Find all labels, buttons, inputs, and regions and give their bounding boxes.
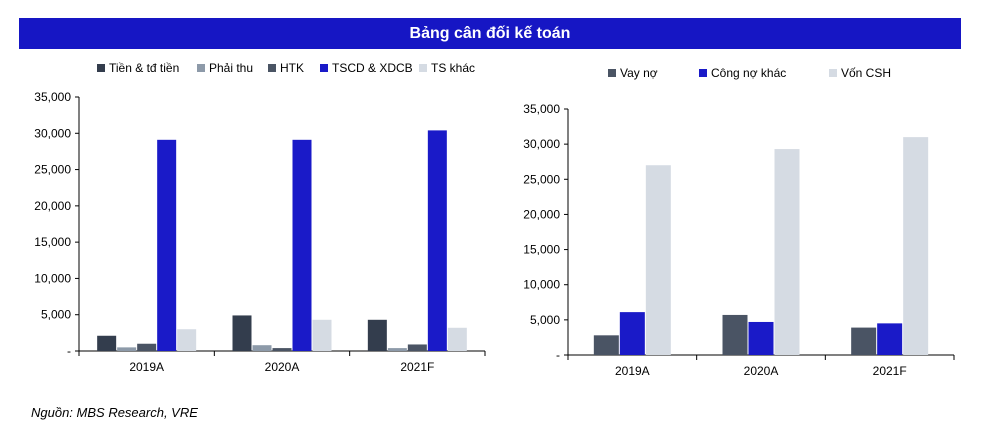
bar: [117, 347, 137, 351]
legend-label: TS khác: [431, 61, 475, 75]
bar: [877, 323, 903, 355]
legend-label: Phải thu: [209, 61, 253, 75]
bar: [137, 343, 157, 351]
y-tick-label: -: [556, 348, 560, 362]
x-tick-label: 2020A: [744, 364, 779, 378]
legend-swatch: [197, 64, 205, 72]
legend-swatch: [419, 64, 427, 72]
y-tick-label: 35,000: [34, 90, 71, 104]
y-tick-label: 35,000: [523, 102, 560, 116]
bar: [722, 314, 748, 355]
y-tick-label: 15,000: [523, 243, 560, 257]
legend-swatch: [699, 69, 707, 77]
bar: [427, 130, 447, 351]
y-tick-label: 30,000: [523, 137, 560, 151]
bar: [645, 165, 671, 355]
y-tick-label: 20,000: [34, 199, 71, 213]
x-tick-label: 2020A: [265, 360, 300, 374]
legend-swatch: [608, 69, 616, 77]
y-tick-label: 15,000: [34, 235, 71, 249]
bar: [367, 319, 387, 351]
x-tick-label: 2021F: [873, 364, 907, 378]
y-tick-label: 5,000: [530, 313, 560, 327]
legend-label: Công nợ khác: [711, 66, 786, 80]
y-tick-label: 5,000: [41, 308, 71, 322]
legend-label: HTK: [280, 61, 304, 75]
legend-swatch: [268, 64, 276, 72]
bar: [252, 345, 272, 351]
x-tick-label: 2019A: [129, 360, 164, 374]
bar: [447, 327, 467, 351]
bar: [387, 348, 407, 351]
legend-label: Vốn CSH: [841, 66, 891, 80]
x-tick-label: 2019A: [615, 364, 650, 378]
bar: [903, 137, 929, 355]
y-tick-label: -: [67, 344, 71, 358]
legend-swatch: [320, 64, 328, 72]
y-tick-label: 10,000: [523, 278, 560, 292]
y-tick-label: 30,000: [34, 126, 71, 140]
legend-swatch: [97, 64, 105, 72]
legend-swatch: [829, 69, 837, 77]
bar: [312, 319, 332, 351]
bar: [232, 315, 252, 351]
y-tick-label: 20,000: [523, 207, 560, 221]
legend-label: Tiền & tđ tiền: [109, 61, 179, 75]
bar: [851, 327, 877, 355]
chart-banner: Bảng cân đối kế toán: [19, 18, 961, 49]
bar: [177, 329, 197, 351]
bar: [774, 149, 800, 355]
y-tick-label: 10,000: [34, 271, 71, 285]
source-note: Nguồn: MBS Research, VRE: [31, 405, 198, 420]
y-tick-label: 25,000: [523, 172, 560, 186]
bar: [407, 344, 427, 351]
bar: [157, 139, 177, 351]
legend-label: TSCD & XDCB: [332, 61, 413, 75]
bar: [97, 335, 117, 351]
y-tick-label: 25,000: [34, 163, 71, 177]
legend-label: Vay nợ: [620, 66, 658, 80]
bar: [619, 312, 645, 355]
bar: [292, 139, 312, 351]
bar: [593, 335, 619, 355]
bar: [748, 321, 774, 355]
banner-title: Bảng cân đối kế toán: [409, 24, 571, 42]
bar: [272, 348, 292, 351]
x-tick-label: 2021F: [400, 360, 434, 374]
